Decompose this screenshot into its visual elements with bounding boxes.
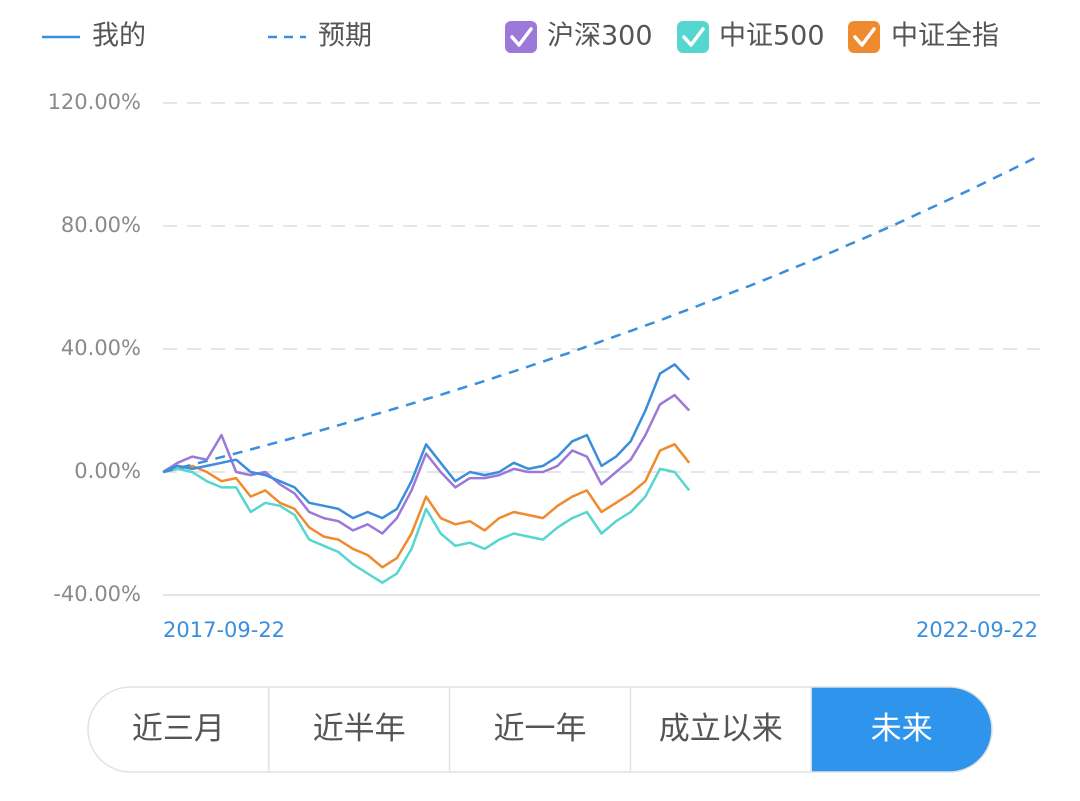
legend-checkbox[interactable] — [848, 21, 880, 53]
range-button[interactable] — [811, 687, 992, 772]
legend-checkbox[interactable] — [505, 21, 537, 53]
range-selector: 近三月 近半年 近一年 成立以来 未来 — [88, 687, 992, 772]
y-tick-label: 80.00% — [61, 213, 141, 237]
range-button-label[interactable]: 近三月 — [132, 711, 225, 747]
forecast-line — [162, 154, 1041, 474]
y-tick-label: 40.00% — [61, 336, 141, 360]
range-button-label[interactable]: 近一年 — [494, 711, 587, 747]
range-selector-border — [87, 686, 993, 773]
range-button-label[interactable]: 近半年 — [313, 711, 406, 747]
series-line — [162, 467, 691, 584]
range-button[interactable] — [268, 687, 450, 772]
series-line — [162, 363, 691, 520]
x-tick-label: 2017-09-22 — [163, 618, 285, 642]
series-line — [162, 393, 691, 535]
series-line — [162, 443, 691, 569]
y-tick-label: 0.00% — [74, 459, 141, 483]
legend-label: 中证500 — [719, 21, 825, 52]
y-tick-label: -40.00% — [53, 582, 141, 606]
range-button[interactable] — [449, 687, 631, 772]
y-tick-label: 120.00% — [48, 90, 141, 114]
legend-check — [510, 27, 533, 47]
legend-label: 预期 — [318, 21, 372, 52]
legend-checkbox[interactable] — [677, 21, 709, 53]
legend-label: 我的 — [92, 21, 146, 52]
legend-label: 沪深300 — [547, 21, 653, 52]
legend-check — [682, 27, 705, 47]
range-button[interactable] — [630, 687, 812, 772]
range-button-label[interactable]: 成立以来 — [659, 711, 783, 747]
legend-check — [853, 27, 876, 47]
range-button-label[interactable]: 未来 — [871, 711, 933, 747]
legend-label: 中证全指 — [891, 21, 999, 52]
range-button[interactable] — [88, 687, 269, 772]
x-tick-label: 2022-09-22 — [916, 618, 1038, 642]
